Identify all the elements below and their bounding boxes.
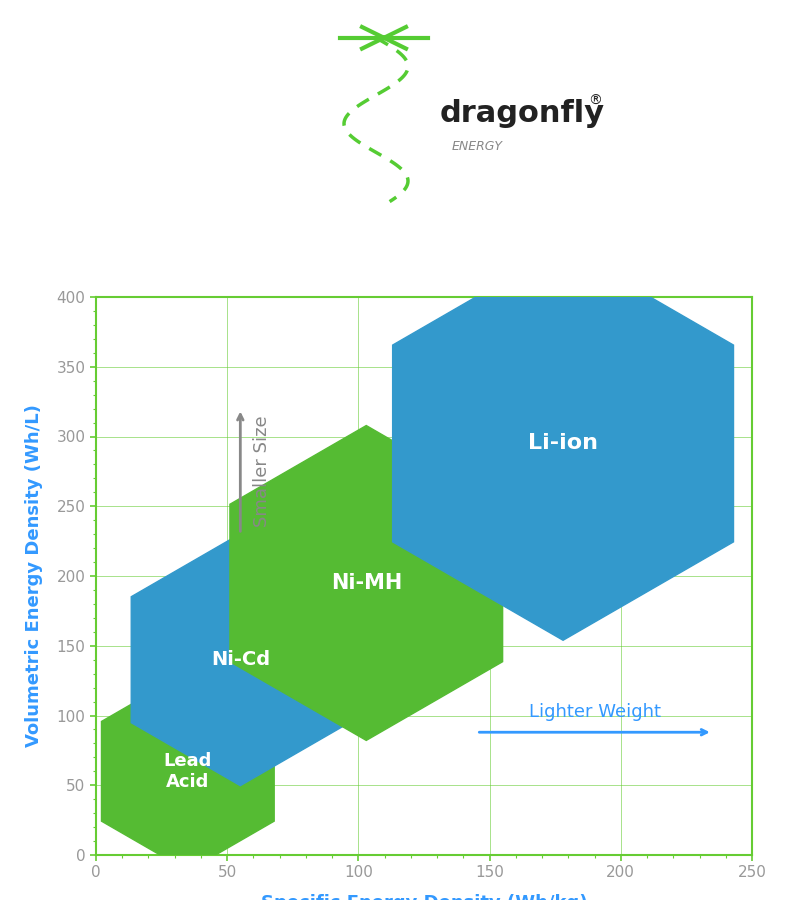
Text: Ni-MH: Ni-MH: [330, 573, 402, 593]
Text: dragonfly: dragonfly: [440, 99, 605, 128]
Y-axis label: Volumetric Energy Density (Wh/L): Volumetric Energy Density (Wh/L): [25, 405, 42, 747]
Text: Lighter Weight: Lighter Weight: [529, 703, 661, 721]
Text: ®: ®: [588, 94, 602, 108]
Text: Smaller Size: Smaller Size: [254, 416, 271, 527]
Polygon shape: [131, 534, 350, 786]
Text: Lead
Acid: Lead Acid: [164, 752, 212, 791]
Text: Li-ion: Li-ion: [528, 434, 598, 454]
Polygon shape: [393, 247, 734, 640]
Text: Ni-Cd: Ni-Cd: [210, 650, 270, 670]
X-axis label: Specific Energy Density (Wh/kg): Specific Energy Density (Wh/kg): [261, 895, 587, 900]
Polygon shape: [102, 671, 274, 871]
Polygon shape: [230, 426, 502, 741]
Text: ENERGY: ENERGY: [452, 140, 503, 153]
